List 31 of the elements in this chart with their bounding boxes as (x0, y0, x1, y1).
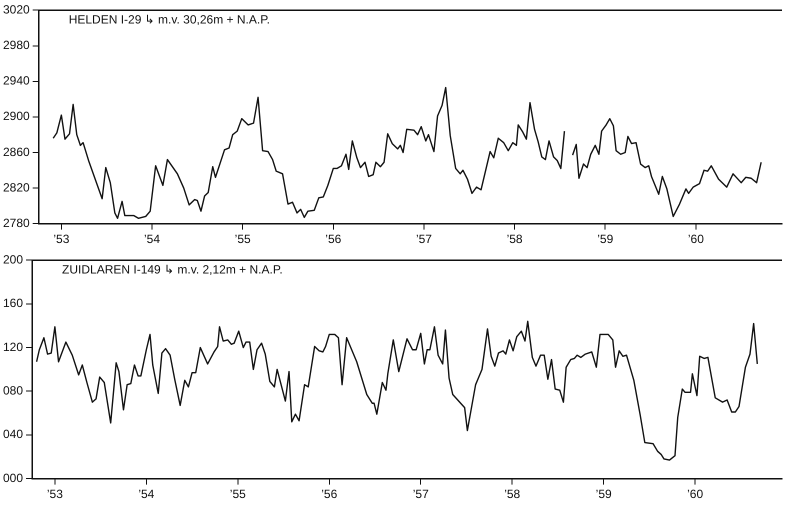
x-tick-label: ’60 (688, 232, 704, 246)
x-tick-label: ’56 (321, 487, 338, 502)
y-tick-label: 3020 (2, 2, 30, 17)
chart-title: ZUIDLAREN I-149 ↳ m.v. 2,12m + N.A.P. (62, 262, 283, 277)
y-tick-label: 2980 (2, 38, 30, 52)
x-tick-label: ’55 (230, 487, 246, 502)
x-tick-label: ’55 (234, 232, 251, 246)
y-tick-label: 2940 (2, 74, 30, 88)
x-tick-label: ’57 (412, 487, 430, 502)
y-tick-label: 2860 (2, 144, 30, 159)
y-tick-label: 2820 (2, 180, 30, 194)
x-tick-label: ’59 (597, 232, 614, 246)
x-tick-label: ’60 (687, 487, 704, 502)
x-tick-label: ’58 (506, 232, 523, 246)
y-tick-label: 120 (2, 340, 24, 354)
y-tick-label: 080 (2, 384, 24, 398)
x-tick-label: ’58 (504, 487, 521, 502)
x-tick-label: ’53 (46, 487, 64, 502)
x-tick-label: ’56 (325, 232, 342, 246)
x-tick-label: ’54 (138, 487, 155, 502)
x-tick-label: ’57 (416, 232, 432, 246)
chart-title: HELDEN I-29 ↳ m.v. 30,26m + N.A.P. (68, 12, 270, 27)
y-tick-label: 160 (2, 296, 24, 310)
y-tick-label: 2900 (2, 109, 30, 124)
y-tick-label: 200 (2, 252, 24, 267)
x-tick-label: ’54 (144, 232, 160, 246)
y-tick-label: 040 (2, 427, 24, 442)
x-tick-label: ’53 (53, 232, 70, 246)
x-tick-label: ’59 (596, 487, 612, 502)
y-tick-label: 2780 (2, 216, 30, 230)
y-tick-label: 000 (2, 470, 24, 485)
